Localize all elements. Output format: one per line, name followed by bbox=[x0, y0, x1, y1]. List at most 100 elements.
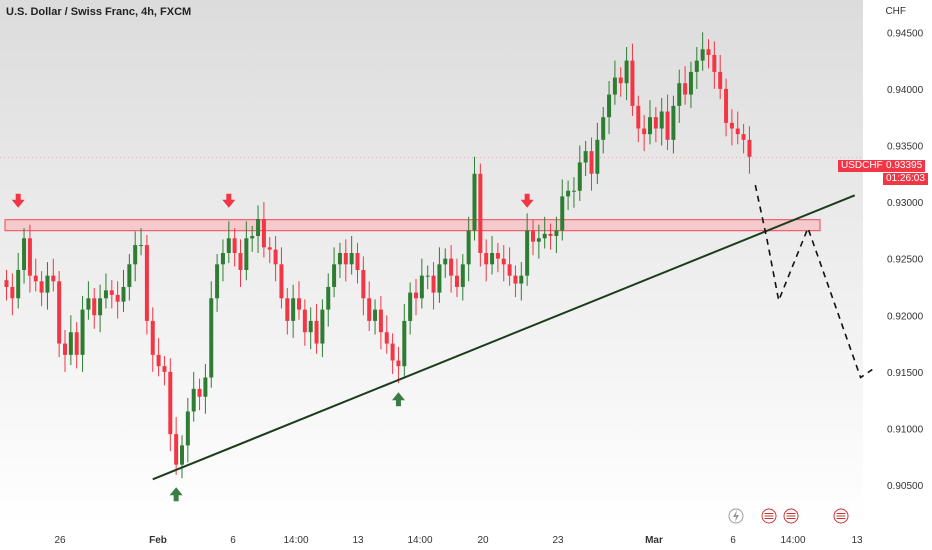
candle-body bbox=[402, 320, 407, 367]
candle-body bbox=[279, 264, 284, 299]
candle-body bbox=[571, 190, 576, 192]
candle-body bbox=[507, 264, 512, 276]
candle-body bbox=[378, 309, 383, 333]
candle-body bbox=[659, 111, 664, 129]
candle-body bbox=[168, 371, 173, 435]
candle-body bbox=[577, 162, 582, 191]
candle-body bbox=[624, 60, 629, 84]
candle-body bbox=[103, 290, 108, 299]
y-tick-label: 0.93000 bbox=[887, 198, 924, 209]
candle-body bbox=[144, 245, 149, 321]
price-scale-background bbox=[863, 0, 932, 550]
candle-body bbox=[51, 275, 56, 282]
candle-body bbox=[45, 275, 50, 293]
candle-body bbox=[33, 275, 38, 282]
candle-body bbox=[226, 238, 231, 253]
candle-body bbox=[10, 286, 15, 299]
candle-body bbox=[443, 258, 448, 265]
x-tick-label: 6 bbox=[730, 535, 736, 546]
candle-body bbox=[729, 122, 734, 129]
symbol-price-tag: USDCHF bbox=[838, 160, 886, 172]
lightning-glyph bbox=[733, 510, 739, 522]
candle-body bbox=[595, 139, 600, 174]
candle-body bbox=[150, 320, 155, 355]
candle-body bbox=[408, 292, 413, 321]
candle-body bbox=[238, 253, 243, 270]
x-tick-label: Mar bbox=[645, 535, 663, 546]
candle-body bbox=[250, 236, 255, 239]
candle-body bbox=[244, 238, 249, 270]
candle-body bbox=[314, 320, 319, 344]
candle-body bbox=[349, 253, 354, 265]
candle-body bbox=[583, 151, 588, 163]
candle-body bbox=[425, 275, 430, 277]
candle-body bbox=[419, 275, 424, 299]
candle-body bbox=[735, 128, 740, 135]
candle-body bbox=[384, 332, 389, 344]
support-trendline bbox=[152, 194, 856, 481]
candle-body bbox=[332, 264, 337, 287]
candle-body bbox=[536, 238, 541, 242]
x-tick-label: 23 bbox=[552, 535, 564, 546]
candle-body bbox=[712, 54, 717, 72]
candle-body bbox=[115, 294, 120, 302]
candle-body bbox=[630, 60, 635, 106]
candle-body bbox=[27, 238, 32, 276]
down-arrow-marker bbox=[222, 193, 236, 208]
candle-body bbox=[449, 258, 454, 276]
candle-body bbox=[203, 377, 208, 397]
candle-body bbox=[648, 117, 652, 135]
countdown-tag: 01:26:03 bbox=[883, 173, 928, 185]
candle-body bbox=[519, 275, 524, 284]
candle-body bbox=[57, 281, 62, 344]
y-tick-label: 0.90500 bbox=[887, 481, 924, 492]
candle-body bbox=[454, 275, 459, 287]
candle-body bbox=[501, 258, 506, 265]
candle-body bbox=[109, 290, 114, 295]
candle-body bbox=[174, 434, 179, 465]
candle-body bbox=[531, 230, 535, 242]
down-arrow-marker bbox=[11, 193, 25, 208]
candle-body bbox=[361, 269, 366, 299]
x-tick-label: 6 bbox=[230, 535, 236, 546]
candle-body bbox=[642, 128, 647, 135]
candle-body bbox=[197, 388, 202, 397]
lightning-event-icon bbox=[728, 508, 744, 524]
x-tick-label: 26 bbox=[54, 535, 66, 546]
currency-label: CHF bbox=[885, 6, 906, 17]
candle-body bbox=[706, 49, 711, 55]
candle-body bbox=[273, 249, 278, 265]
candle-body bbox=[355, 253, 360, 270]
candle-body bbox=[16, 269, 21, 299]
candle-body bbox=[548, 233, 553, 237]
candle-body bbox=[121, 286, 126, 302]
candle-body bbox=[191, 388, 196, 412]
candle-body bbox=[337, 253, 342, 265]
candle-body bbox=[261, 219, 266, 248]
candle-body bbox=[133, 245, 138, 265]
y-tick-label: 0.93500 bbox=[887, 141, 924, 152]
candle-body bbox=[724, 88, 729, 123]
candle-body bbox=[490, 253, 495, 265]
candle-body bbox=[285, 298, 290, 321]
candle-body bbox=[560, 196, 565, 231]
candle-body bbox=[653, 117, 658, 129]
candle-body bbox=[513, 275, 518, 284]
x-tick-label: Feb bbox=[149, 535, 167, 546]
x-tick-label: 14:00 bbox=[283, 535, 308, 546]
x-tick-label: 20 bbox=[477, 535, 489, 546]
candle-body bbox=[525, 230, 530, 276]
y-tick-label: 0.92000 bbox=[887, 311, 924, 322]
up-arrow-marker bbox=[169, 487, 183, 502]
us-flag-event-icon bbox=[833, 508, 849, 524]
candle-body bbox=[460, 264, 465, 287]
candle-body bbox=[308, 320, 313, 333]
candle-body bbox=[291, 298, 296, 321]
up-arrow-marker bbox=[391, 392, 405, 407]
y-tick-label: 0.92500 bbox=[887, 255, 924, 266]
candle-body bbox=[566, 190, 571, 197]
candle-body bbox=[677, 83, 682, 106]
candle-body bbox=[589, 151, 594, 174]
